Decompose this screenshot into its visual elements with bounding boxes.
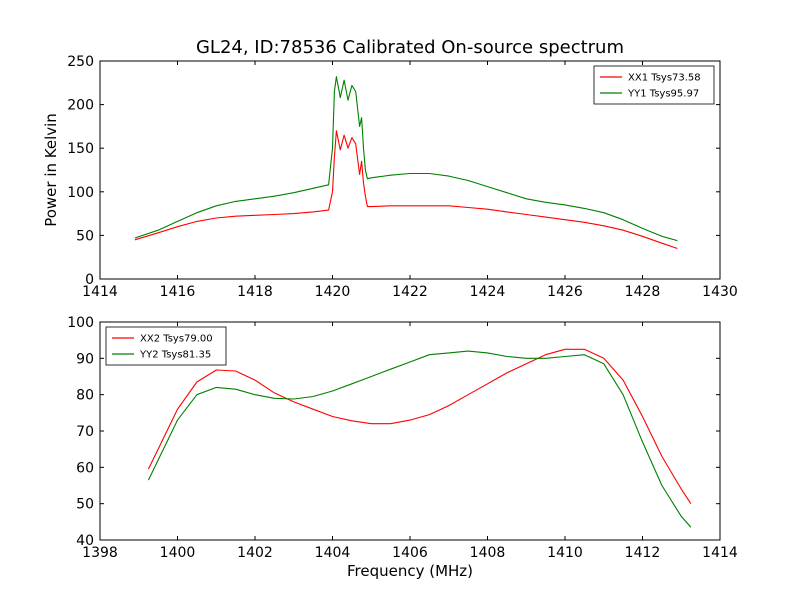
series-line-1-2	[134, 76, 678, 242]
x-tick-label: 1430	[702, 284, 738, 300]
series-line-2-1	[147, 348, 692, 505]
x-tick-label: 1408	[470, 545, 506, 561]
legend-1: XX1 Tsys73.58 YY1 Tsys95.97	[593, 65, 715, 105]
x-tick-label: 1414	[702, 545, 738, 561]
series-line-1-1	[134, 130, 678, 250]
x-tick-label: 1402	[237, 545, 273, 561]
x-tick-label: 1398	[82, 545, 118, 561]
y-tick-label: 100	[67, 315, 94, 331]
legend-label: XX1 Tsys73.58	[628, 73, 701, 84]
y-tick-label: 80	[76, 388, 94, 404]
y-tick-label: 70	[76, 424, 94, 440]
x-tick-label: 1404	[315, 545, 351, 561]
x-tick-label: 1426	[547, 284, 583, 300]
x-tick-label: 1424	[470, 284, 506, 300]
x-tick-label: 1422	[392, 284, 428, 300]
y-tick-label: 50	[76, 497, 94, 513]
y-tick-label: 90	[76, 351, 94, 367]
y-axis-label: Power in Kelvin	[42, 113, 60, 227]
legend-label: XX2 Tsys79.00	[140, 334, 213, 345]
y-tick-label: 250	[67, 54, 94, 70]
y-tick-label: 100	[67, 185, 94, 201]
x-tick-label: 1428	[625, 284, 661, 300]
x-tick-label: 1406	[392, 545, 428, 561]
y-tick-label: 60	[76, 460, 94, 476]
bottom-plot: 1398 1400 1402 1404 1406 1408 1410 1412 1414 40 50…	[67, 315, 738, 580]
chart-title: GL24, ID:78536 Calibrated On-source spec…	[196, 37, 624, 58]
y-tick-label: 200	[67, 98, 94, 114]
y-tick-label: 50	[76, 228, 94, 244]
x-tick-label: 1412	[625, 545, 661, 561]
legend-box	[105, 326, 227, 366]
x-tick-label: 1418	[237, 284, 273, 300]
legend-box	[593, 65, 715, 105]
x-tick-label: 1410	[547, 545, 583, 561]
y-tick-label: 0	[85, 272, 94, 288]
x-tick-label: 1414	[82, 284, 118, 300]
y-tick-label: 150	[67, 141, 94, 157]
x-tick-label: 1420	[315, 284, 351, 300]
legend-label: YY2 Tsys81.35	[139, 350, 211, 361]
top-plot: 1414 1416 1418 1420 1422 1424 1426 1428 1430 0 50 1…	[42, 54, 738, 300]
x-axis-label: Frequency (MHz)	[347, 562, 473, 580]
x-tick-label: 1400	[160, 545, 196, 561]
y-tick-label: 40	[76, 533, 94, 549]
x-tick-label: 1416	[160, 284, 196, 300]
legend-2: XX2 Tsys79.00 YY2 Tsys81.35	[105, 326, 227, 366]
series-line-2-2	[147, 350, 692, 528]
legend-label: YY1 Tsys95.97	[627, 89, 699, 100]
